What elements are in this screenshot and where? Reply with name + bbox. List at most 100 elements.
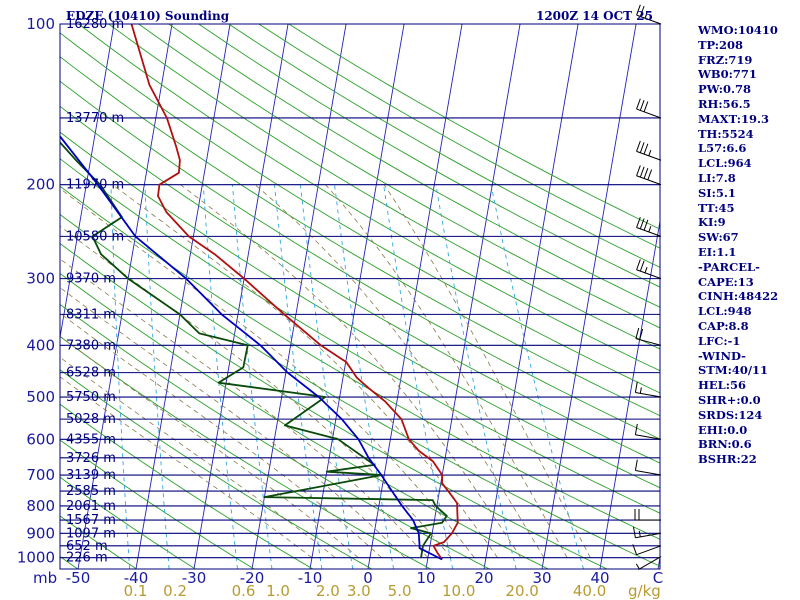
height-label: 2061 m — [66, 499, 116, 514]
temperature-tick-label: -20 — [240, 569, 265, 587]
wind-barb — [636, 140, 662, 161]
height-label: 5028 m — [66, 412, 116, 427]
index-item: LFC:-1 — [698, 333, 741, 348]
pressure-tick-label: 1000 — [17, 549, 55, 567]
height-label: 6528 m — [66, 366, 116, 381]
mixing-ratio-tick-label: 5.0 — [388, 582, 412, 600]
pressure-tick-label: 700 — [26, 466, 55, 484]
temperature-tick-label: -10 — [298, 569, 323, 587]
dry-adiabat — [60, 476, 196, 569]
temperature-tick-label: 0 — [363, 569, 373, 587]
dry-adiabat — [60, 515, 137, 569]
barb-feather — [634, 423, 638, 435]
dry-adiabat — [60, 105, 660, 464]
wind-barb — [634, 459, 662, 476]
index-item: TP:208 — [698, 37, 744, 52]
moist-adiabat — [112, 184, 498, 558]
mixing-ratio-line — [144, 184, 170, 569]
index-item: STM:40/11 — [698, 363, 769, 378]
index-item: WMO:10410 — [698, 23, 778, 37]
wind-barb — [635, 327, 662, 346]
mixing-ratio-unit: g/kg — [628, 582, 661, 600]
background-lines — [0, 24, 660, 569]
mixing-ratio-line — [435, 184, 517, 569]
index-item: FRZ:719 — [698, 52, 753, 67]
dry-adiabat — [60, 158, 660, 514]
moist-adiabat — [60, 312, 382, 558]
plot-frame — [59, 23, 661, 570]
barb-staff — [636, 545, 662, 556]
wind-barb — [632, 526, 662, 539]
index-item: KI:9 — [698, 215, 726, 230]
barb-staff — [636, 175, 662, 186]
moist-adiabat — [383, 184, 591, 558]
barb-half-feather — [638, 530, 641, 538]
index-item: SW:67 — [698, 230, 739, 245]
mixing-ratio-tick-label: 40.0 — [573, 582, 606, 600]
height-label: 226 m — [66, 551, 108, 566]
index-item: MAXT:19.3 — [698, 111, 769, 126]
wind-barb — [632, 544, 662, 556]
index-item: RH:56.5 — [698, 96, 751, 111]
index-item: CAPE:13 — [698, 274, 754, 289]
isotherm — [60, 24, 115, 340]
height-label: 4355 m — [66, 432, 116, 447]
mixing-ratio-tick-label: 0.6 — [232, 582, 256, 600]
dry-adiabat — [228, 24, 660, 268]
mixing-ratio-line — [202, 184, 238, 569]
mixing-ratio-line — [299, 184, 354, 569]
barb-staff — [635, 532, 662, 539]
index-item: CINH:48422 — [698, 289, 779, 304]
wind-barb — [636, 259, 662, 280]
pressure-tick-label: 200 — [26, 176, 55, 194]
mixing-ratio-line — [232, 184, 273, 569]
moist-adiabat — [180, 184, 522, 558]
height-label: 8311 m — [66, 307, 116, 322]
isotherm — [483, 24, 579, 569]
temperature-tick-label: -30 — [182, 569, 207, 587]
dry-adiabat — [60, 242, 608, 569]
wind-barb — [636, 165, 662, 186]
index-item: WB0:771 — [698, 67, 757, 82]
index-item: BSHR:22 — [698, 452, 757, 467]
height-label: 1097 m — [66, 526, 116, 541]
index-item: LCL:948 — [698, 304, 752, 319]
barb-feather — [639, 218, 645, 230]
index-item: SRDS:124 — [698, 407, 763, 422]
barb-half-feather — [648, 226, 652, 233]
height-label: 7380 m — [66, 338, 116, 353]
barb-feather — [636, 4, 641, 16]
isotherm — [425, 24, 521, 569]
dry-adiabat — [60, 32, 660, 394]
index-item: SI:5.1 — [698, 185, 736, 200]
isotherm — [251, 24, 347, 569]
dry-adiabat — [168, 24, 660, 308]
barb-staff — [635, 470, 662, 476]
isotherm — [0, 24, 56, 569]
pressure-tick-label: 800 — [26, 497, 55, 515]
barb-staff — [638, 556, 662, 570]
dry-adiabat — [138, 24, 660, 329]
isotherm — [599, 218, 660, 569]
moist-adiabat — [60, 376, 313, 559]
mixing-ratio-line — [110, 184, 131, 569]
index-item: SHR+:0.0 — [698, 392, 761, 407]
height-label: 9370 m — [66, 272, 116, 287]
mixing-ratio-line — [383, 184, 454, 569]
index-item: CAP:8.8 — [698, 318, 749, 333]
height-label: 11970 m — [66, 178, 124, 193]
index-item: TT:45 — [698, 200, 735, 215]
dry-adiabat — [108, 24, 660, 350]
dry-adiabat — [60, 403, 314, 569]
barb-feather — [634, 381, 638, 393]
barb-feather — [632, 526, 636, 538]
isotherm — [541, 24, 637, 569]
dry-adiabat — [60, 185, 660, 540]
isotherm — [309, 24, 405, 569]
index-item: L57:6.6 — [698, 141, 747, 156]
barb-feather — [636, 98, 641, 110]
dry-adiabat — [60, 439, 255, 569]
barb-feather — [636, 165, 641, 176]
height-label: 2585 m — [66, 484, 116, 499]
